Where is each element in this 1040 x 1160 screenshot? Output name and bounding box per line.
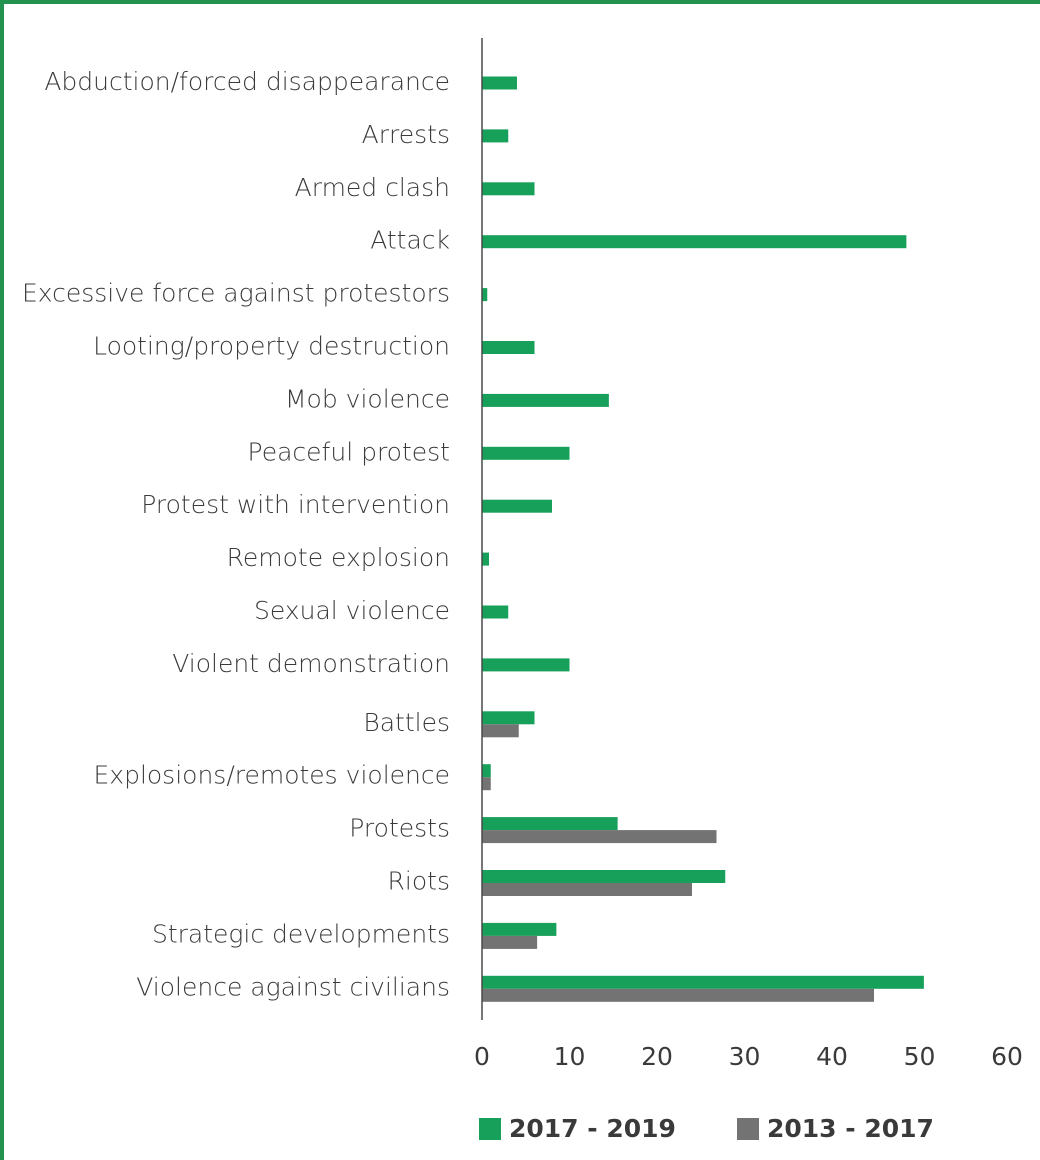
legend: 2017 - 2019 2013 - 2017 — [0, 1114, 1040, 1154]
x-tick-label-0: 0 — [474, 1042, 490, 1071]
bars-layer — [482, 76, 924, 1002]
legend-label-2017-2019: 2017 - 2019 — [509, 1114, 676, 1143]
bar-chart: Abduction/forced disappearance Arrests Arm… — [22, 38, 1023, 1071]
bar-2017-2019-mob-violence — [482, 393, 609, 407]
category-label-sexual-violence: Sexual violence — [254, 596, 450, 625]
x-tick-label-40: 40 — [816, 1042, 848, 1071]
bar-2017-2019-remote-explosion — [482, 552, 489, 566]
category-label-mob-violence: Mob violence — [285, 384, 450, 413]
category-label-attack: Attack — [370, 226, 450, 255]
bar-2013-2017-explosions-remotes-violence — [482, 777, 491, 791]
x-tick-labels: 0 10 20 30 40 50 60 — [474, 1042, 1023, 1071]
category-label-violence-against-civilians: Violence against civilians — [136, 972, 450, 1001]
x-tick-label-60: 60 — [991, 1042, 1023, 1071]
bar-2017-2019-attack — [482, 235, 907, 249]
bar-2017-2019-protest-with-intervention — [482, 499, 552, 513]
category-label-armed-clash: Armed clash — [295, 173, 450, 202]
category-label-strategic-developments: Strategic developments — [152, 919, 450, 948]
category-label-riots: Riots — [388, 867, 450, 896]
x-tick-label-50: 50 — [904, 1042, 936, 1071]
bar-2017-2019-explosions-remotes-violence — [482, 764, 491, 778]
bar-2013-2017-violence-against-civilians — [482, 988, 874, 1002]
bar-2017-2019-protests — [482, 817, 618, 831]
bar-2017-2019-violence-against-civilians — [482, 975, 924, 989]
bar-2013-2017-protests — [482, 830, 717, 844]
category-label-battles: Battles — [363, 708, 450, 737]
category-label-protest-with-intervention: Protest with intervention — [141, 490, 450, 519]
category-label-protests: Protests — [349, 814, 450, 843]
category-label-looting-property-destruction: Looting/property destruction — [93, 332, 450, 361]
bar-2017-2019-battles — [482, 711, 535, 725]
bar-2017-2019-looting-property-destruction — [482, 341, 535, 354]
legend-label-2013-2017: 2013 - 2017 — [767, 1114, 934, 1143]
bar-2013-2017-strategic-developments — [482, 935, 538, 949]
category-label-excessive-force-against-protestors: Excessive force against protestors — [22, 279, 450, 308]
bar-2017-2019-abduction-forced-disappearance — [482, 76, 517, 90]
category-label-remote-explosion: Remote explosion — [227, 543, 450, 572]
x-tick-label-10: 10 — [554, 1042, 586, 1071]
frame-top-border — [0, 0, 1040, 4]
legend-swatch-2017-2019 — [479, 1117, 501, 1140]
legend-item-2017-2019: 2017 - 2019 — [479, 1114, 676, 1143]
legend-swatch-2013-2017 — [737, 1117, 759, 1140]
bar-2013-2017-riots — [482, 883, 692, 896]
bar-2017-2019-peaceful-protest — [482, 446, 570, 460]
bar-2017-2019-riots — [482, 870, 726, 883]
category-label-violent-demonstration: Violent demonstration — [172, 649, 450, 678]
bar-2017-2019-arrests — [482, 129, 509, 143]
bar-2017-2019-excessive-force-against-protestors — [482, 288, 488, 302]
bar-2017-2019-armed-clash — [482, 182, 535, 196]
frame-left-border — [0, 0, 4, 1160]
category-label-abduction-forced-disappearance: Abduction/forced disappearance — [44, 67, 450, 96]
bar-2017-2019-strategic-developments — [482, 922, 557, 936]
legend-item-2013-2017: 2013 - 2017 — [737, 1114, 934, 1143]
category-labels: Abduction/forced disappearance Arrests Arm… — [22, 67, 450, 1001]
bar-2017-2019-sexual-violence — [482, 605, 509, 619]
bar-2017-2019-violent-demonstration — [482, 658, 570, 672]
bar-2013-2017-battles — [482, 724, 519, 738]
category-label-arrests: Arrests — [362, 120, 450, 149]
category-label-explosions-remotes-violence: Explosions/remotes violence — [93, 761, 450, 790]
x-tick-label-20: 20 — [641, 1042, 673, 1071]
category-label-peaceful-protest: Peaceful protest — [248, 437, 450, 466]
x-tick-label-30: 30 — [729, 1042, 761, 1071]
